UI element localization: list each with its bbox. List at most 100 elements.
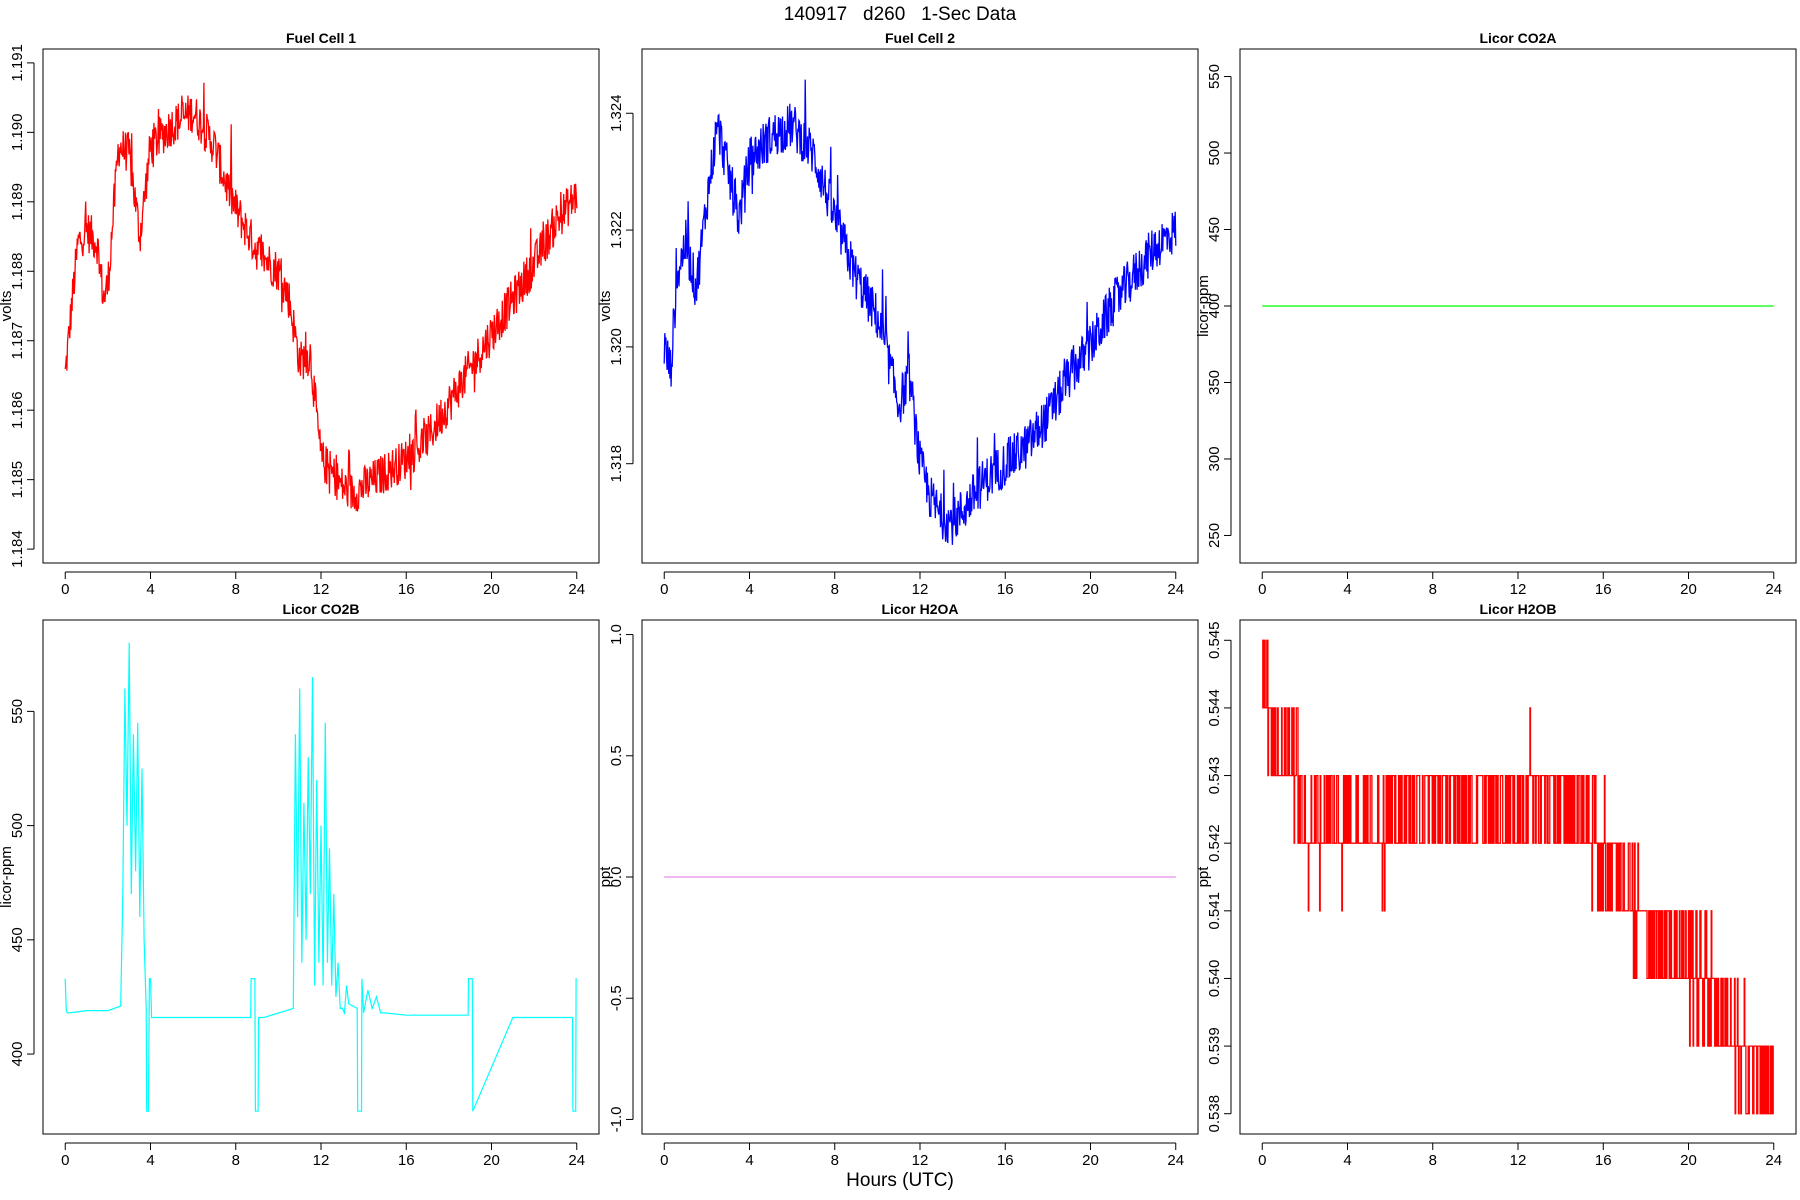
licor-co2a-x-tick-label: 0 (1258, 581, 1266, 598)
licor-co2a-x-tick-label: 20 (1680, 581, 1697, 598)
licor-h2ob-y-tick-label: 0.538 (1206, 1095, 1223, 1133)
licor-co2b-x-tick-label: 4 (146, 1152, 154, 1169)
licor-h2oa-panel: Licor H2OA ppt 0 4 8 12 16 20 24 -1.0 -0.5 0.0 0.5 1.… (597, 601, 1199, 1169)
licor-h2ob-frame (1239, 619, 1797, 1135)
licor-h2oa-x-tick-label: 8 (831, 1152, 839, 1169)
licor-co2a-x-tick-label: 8 (1429, 581, 1437, 598)
licor-h2ob-y-tick-label: 0.542 (1206, 824, 1223, 862)
licor-co2b-x-tick-label: 0 (61, 1152, 69, 1169)
licor-h2ob-x-tick-label: 0 (1258, 1152, 1266, 1169)
fuel-cell-1-y-tick-label: 1.185 (9, 461, 26, 499)
fuel-cell-2-x-tick-label: 8 (831, 581, 839, 598)
licor-co2b-x-tick-label: 24 (568, 1152, 585, 1169)
licor-h2oa-ylabel: ppt (597, 866, 614, 888)
licor-co2b-panel: Licor CO2B licor-ppm 0 4 8 12 16 20 24 400 450 500 5… (0, 601, 600, 1169)
fuel-cell-1-y-tick-label: 1.190 (9, 114, 26, 152)
fuel-cell-2-x-tick-label: 20 (1082, 581, 1099, 598)
fuel-cell-1-y-tick-label: 1.184 (9, 530, 26, 568)
licor-co2b-x-tick-label: 20 (483, 1152, 500, 1169)
fuel-cell-2-x-tick-label: 12 (912, 581, 929, 598)
licor-co2b-y-tick-label: 450 (9, 927, 26, 952)
fuel-cell-1-ylabel: volts (0, 291, 15, 322)
licor-h2oa-y-tick-label: 0.0 (608, 867, 625, 888)
licor-h2ob-y-tick-label: 0.544 (1206, 689, 1223, 727)
licor-co2b-x-tick-label: 12 (313, 1152, 330, 1169)
fuel-cell-1-x-tick-label: 4 (146, 581, 154, 598)
fuel-cell-2-frame (641, 48, 1199, 564)
fuel-cell-1-series-line (64, 82, 578, 512)
fuel-cell-1-y-tick-label: 1.187 (9, 322, 26, 360)
fuel-cell-2-ylabel: volts (597, 291, 614, 322)
licor-h2ob-x-tick-label: 16 (1595, 1152, 1612, 1169)
licor-h2ob-x-tick-label: 8 (1429, 1152, 1437, 1169)
licor-h2oa-y-tick-label: 0.5 (608, 745, 625, 766)
licor-h2oa-x-tick-label: 16 (997, 1152, 1014, 1169)
licor-co2a-panel: Licor CO2A licor-ppm 0 4 8 12 16 20 24 250 300 350 4… (1195, 30, 1797, 598)
licor-h2oa-x-tick-label: 12 (912, 1152, 929, 1169)
fuel-cell-1-title: Fuel Cell 1 (286, 30, 356, 46)
fuel-cell-1-y-tick-label: 1.191 (9, 44, 26, 82)
licor-h2ob-y-tick-label: 0.539 (1206, 1027, 1223, 1065)
licor-co2a-y-tick-label: 350 (1206, 370, 1223, 395)
fuel-cell-2-x-tick-label: 16 (997, 581, 1014, 598)
fuel-cell-1-y-tick-label: 1.188 (9, 252, 26, 290)
licor-h2ob-title: Licor H2OB (1479, 601, 1556, 617)
licor-h2oa-x-tick-label: 20 (1082, 1152, 1099, 1169)
licor-co2b-series-line (64, 642, 577, 1112)
licor-h2oa-x-tick-label: 24 (1167, 1152, 1184, 1169)
fuel-cell-2-series-line (663, 79, 1177, 545)
licor-co2a-y-tick-label: 450 (1206, 217, 1223, 242)
licor-h2ob-ylabel: ppt (1195, 866, 1212, 888)
licor-co2a-title: Licor CO2A (1479, 30, 1556, 46)
licor-co2a-y-tick-label: 300 (1206, 446, 1223, 471)
licor-h2ob-series-line (1262, 639, 1774, 1115)
licor-co2b-y-tick-label: 400 (9, 1042, 26, 1067)
licor-co2a-x-tick-label: 24 (1765, 581, 1782, 598)
fuel-cell-1-y-tick-label: 1.186 (9, 391, 26, 429)
licor-h2oa-x-tick-label: 0 (660, 1152, 668, 1169)
fuel-cell-1-x-tick-label: 8 (232, 581, 240, 598)
fuel-cell-2-x-tick-label: 24 (1167, 581, 1184, 598)
fuel-cell-2-y-tick-label: 1.322 (608, 211, 625, 249)
licor-h2ob-x-tick-label: 12 (1510, 1152, 1527, 1169)
licor-h2ob-y-tick-label: 0.541 (1206, 892, 1223, 930)
licor-co2b-x-tick-label: 16 (398, 1152, 415, 1169)
licor-h2oa-x-tick-label: 4 (745, 1152, 753, 1169)
licor-h2ob-y-tick-label: 0.540 (1206, 960, 1223, 998)
licor-co2a-y-tick-label: 550 (1206, 64, 1223, 89)
licor-h2ob-x-tick-label: 20 (1680, 1152, 1697, 1169)
licor-h2oa-y-tick-label: -0.5 (608, 985, 625, 1011)
fuel-cell-2-x-tick-label: 4 (745, 581, 753, 598)
fuel-cell-1-x-tick-label: 24 (568, 581, 585, 598)
licor-h2oa-y-tick-label: -1.0 (608, 1107, 625, 1133)
fuel-cell-2-y-tick-label: 1.324 (608, 94, 625, 132)
figure-title: 140917 d260 1-Sec Data (783, 4, 1017, 25)
fuel-cell-1-y-tick-label: 1.189 (9, 183, 26, 221)
licor-co2a-y-tick-label: 250 (1206, 523, 1223, 548)
licor-co2b-x-tick-label: 8 (232, 1152, 240, 1169)
licor-co2a-x-tick-label: 16 (1595, 581, 1612, 598)
fuel-cell-2-y-tick-label: 1.320 (608, 328, 625, 366)
fuel-cell-1-x-tick-label: 20 (483, 581, 500, 598)
licor-co2a-frame (1239, 48, 1797, 564)
fuel-cell-1-panel: Fuel Cell 1 volts 0 4 8 12 16 20 24 1.184 1.185 1.1… (0, 30, 600, 598)
licor-co2a-ylabel: licor-ppm (1195, 275, 1212, 337)
licor-h2oa-y-tick-label: 1.0 (608, 624, 625, 645)
fuel-cell-2-y-tick-label: 1.318 (608, 445, 625, 483)
licor-h2oa-title: Licor H2OA (881, 601, 958, 617)
fuel-cell-2-title: Fuel Cell 2 (885, 30, 955, 46)
fuel-cell-1-frame (42, 48, 600, 564)
licor-co2b-y-tick-label: 500 (9, 813, 26, 838)
licor-co2b-ylabel: licor-ppm (0, 846, 15, 908)
fuel-cell-1-x-tick-label: 0 (61, 581, 69, 598)
fuel-cell-1-x-tick-label: 12 (313, 581, 330, 598)
licor-co2a-y-tick-label: 500 (1206, 141, 1223, 166)
licor-h2ob-y-tick-label: 0.543 (1206, 757, 1223, 795)
licor-co2b-frame (42, 619, 600, 1135)
licor-co2b-title: Licor CO2B (282, 601, 359, 617)
fuel-cell-2-x-tick-label: 0 (660, 581, 668, 598)
licor-h2ob-x-tick-label: 24 (1765, 1152, 1782, 1169)
licor-h2ob-panel: Licor H2OB ppt 0 4 8 12 16 20 24 0.538 0.539 0.540 0… (1195, 601, 1797, 1169)
licor-co2a-x-tick-label: 4 (1343, 581, 1351, 598)
